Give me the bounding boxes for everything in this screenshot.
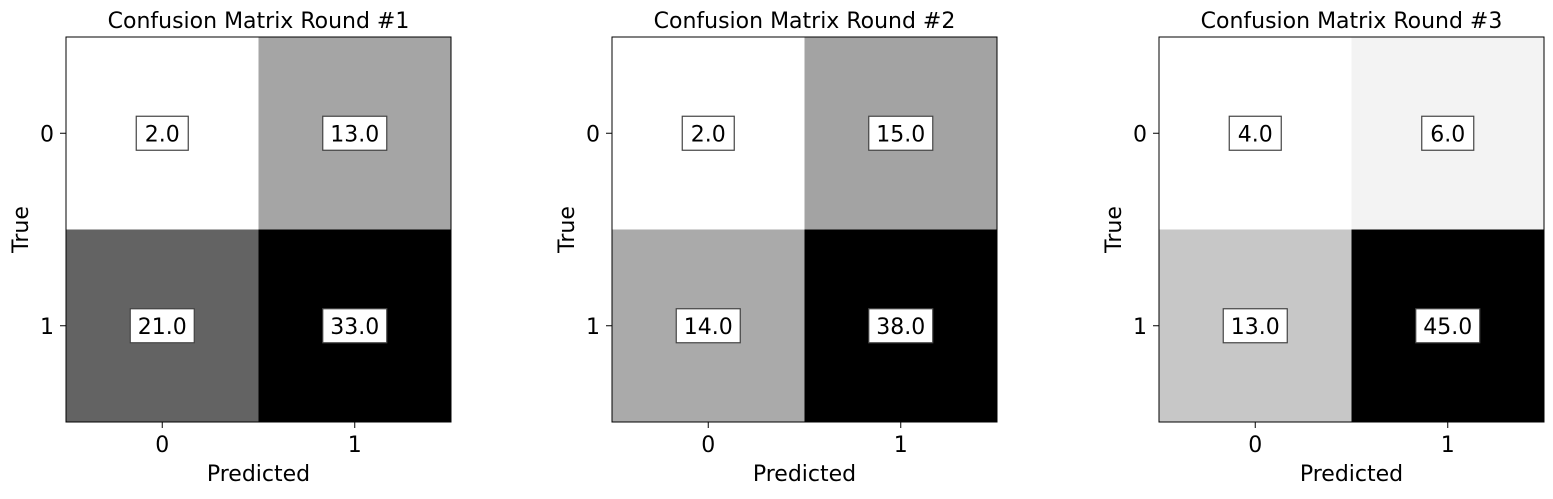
chart-title: Confusion Matrix Round #1 xyxy=(108,9,410,34)
value-label-text: 13.0 xyxy=(1231,315,1280,340)
value-label-box xyxy=(868,308,934,344)
value-label-text: 21.0 xyxy=(138,315,187,340)
value-label-box xyxy=(675,308,741,344)
value-label-r1-c0: 14.0 xyxy=(675,308,741,344)
value-label-r0-c0: 2.0 xyxy=(135,115,189,151)
value-label-r1-c0: 13.0 xyxy=(1222,308,1288,344)
value-label-text: 38.0 xyxy=(876,315,925,340)
x-tick-label: 1 xyxy=(348,433,362,458)
y-tick-label: 0 xyxy=(40,122,54,147)
y-axis-label: True xyxy=(1102,206,1127,254)
x-tick-label: 1 xyxy=(1441,433,1455,458)
value-label-box xyxy=(1222,308,1288,344)
y-axis-label: True xyxy=(9,206,34,254)
x-tick-label: 0 xyxy=(1248,433,1262,458)
y-tick-label: 1 xyxy=(586,315,600,340)
value-label-text: 2.0 xyxy=(145,122,180,147)
value-label-box xyxy=(681,115,735,151)
plot-frame xyxy=(1158,36,1545,423)
chart-panel-2: 2.0 15.0 14.0 38.0 0 1 0 1 Confusion Matrix Roun… xyxy=(555,9,998,487)
y-tick-label: 0 xyxy=(1133,122,1147,147)
chart-title: Confusion Matrix Round #2 xyxy=(654,9,956,34)
value-label-text: 2.0 xyxy=(691,122,726,147)
x-axis-label: Predicted xyxy=(1300,462,1403,487)
chart-panel-3: 4.0 6.0 13.0 45.0 0 1 0 1 Confusion Matrix Round… xyxy=(1102,9,1545,487)
value-label-box xyxy=(1421,115,1475,151)
chart-title: Confusion Matrix Round #3 xyxy=(1201,9,1503,34)
x-tick-label: 1 xyxy=(894,433,908,458)
y-axis-label: True xyxy=(555,206,580,254)
value-label-text: 45.0 xyxy=(1423,315,1472,340)
x-tick-label: 0 xyxy=(155,433,169,458)
y-tick-label: 1 xyxy=(40,315,54,340)
value-label-text: 15.0 xyxy=(876,122,925,147)
value-label-r1-c0: 21.0 xyxy=(129,308,195,344)
value-label-r1-c1: 45.0 xyxy=(1415,308,1481,344)
value-label-r1-c1: 38.0 xyxy=(868,308,934,344)
chart-panel-1: 2.0 13.0 21.0 33.0 0 1 0 1 Confusion Matrix Roun… xyxy=(9,9,452,487)
value-label-box xyxy=(1415,308,1481,344)
value-label-box xyxy=(322,115,388,151)
x-axis-label: Predicted xyxy=(753,462,856,487)
plot-frame xyxy=(611,36,998,423)
plot-frame xyxy=(65,36,452,423)
value-label-r0-c0: 2.0 xyxy=(681,115,735,151)
value-label-r0-c0: 4.0 xyxy=(1228,115,1282,151)
y-tick-label: 1 xyxy=(1133,315,1147,340)
value-label-box xyxy=(135,115,189,151)
value-label-box xyxy=(129,308,195,344)
value-label-text: 4.0 xyxy=(1238,122,1273,147)
value-label-text: 14.0 xyxy=(684,315,733,340)
value-label-text: 6.0 xyxy=(1430,122,1465,147)
value-label-box xyxy=(322,308,388,344)
value-label-r1-c1: 33.0 xyxy=(322,308,388,344)
value-label-text: 33.0 xyxy=(330,315,379,340)
value-label-text: 13.0 xyxy=(330,122,379,147)
value-label-r0-c1: 6.0 xyxy=(1421,115,1475,151)
value-label-r0-c1: 13.0 xyxy=(322,115,388,151)
value-label-box xyxy=(868,115,934,151)
value-label-box xyxy=(1228,115,1282,151)
x-tick-label: 0 xyxy=(701,433,715,458)
y-tick-label: 0 xyxy=(586,122,600,147)
x-axis-label: Predicted xyxy=(207,462,310,487)
value-label-r0-c1: 15.0 xyxy=(868,115,934,151)
